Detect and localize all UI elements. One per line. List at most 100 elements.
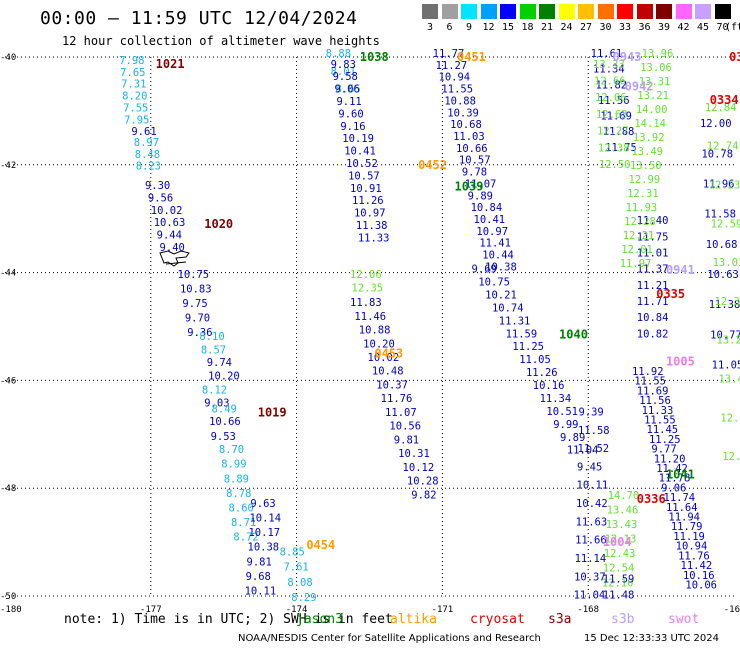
- pass-time-label: 0334: [710, 93, 739, 107]
- wave-height-value: 11.33: [358, 232, 390, 244]
- wave-height-value: 11.58: [578, 425, 610, 437]
- wave-height-value: 11.59: [506, 328, 538, 340]
- wave-height-value: 11.92: [632, 366, 664, 378]
- wave-height-value: 10.84: [471, 202, 503, 214]
- scale-swatch: [422, 4, 438, 19]
- latitude-label: -50: [0, 592, 16, 602]
- wave-height-value: 13.46: [718, 374, 740, 386]
- wave-height-value: 9.75: [182, 298, 207, 310]
- scale-swatch: [539, 4, 555, 19]
- wave-height-value: 9.74: [207, 357, 232, 369]
- wave-height-value: 7.61: [283, 562, 308, 574]
- scale-unit-label: (ft): [724, 22, 740, 33]
- scale-swatch: [714, 4, 731, 19]
- wave-height-value: 10.84: [637, 312, 669, 324]
- wave-height-value: 10.42: [576, 498, 608, 510]
- longitude-label: -174: [286, 605, 308, 615]
- wave-height-value: 10.11: [245, 585, 277, 597]
- pass-time-label: 0454: [306, 538, 335, 552]
- wave-height-value: 11.59: [603, 574, 635, 586]
- wave-height-value: 10.91: [350, 183, 382, 195]
- wave-height-value: 11.31: [499, 315, 531, 327]
- wave-height-value: 10.83: [180, 284, 212, 296]
- pass-time-label: 0941: [666, 263, 695, 277]
- wave-height-value: 9.68: [246, 571, 271, 583]
- wave-height-value: 13.92: [633, 132, 665, 144]
- wave-height-value: 12.21: [623, 230, 655, 242]
- wave-height-value: 13.46: [607, 505, 639, 517]
- wave-height-value: 11.76: [381, 393, 413, 405]
- wave-height-value: 12.13: [605, 534, 637, 546]
- wave-height-value: 10.77: [710, 329, 740, 341]
- wave-height-value: 9.99: [553, 419, 578, 431]
- wave-height-value: 10.57: [459, 155, 491, 167]
- wave-height-value: 10.17: [248, 527, 280, 539]
- scale-swatch: [480, 4, 497, 19]
- wave-height-value: 12.06: [350, 269, 382, 281]
- satellite-legend-cryosat: cryosat: [470, 612, 525, 627]
- wave-height-value: 11.55: [644, 415, 676, 427]
- wave-height-value: 11.42: [656, 463, 688, 475]
- wave-height-value: 14.14: [634, 118, 666, 130]
- wave-height-value: 11.38: [709, 299, 740, 311]
- wave-height-value: 10.37: [376, 379, 408, 391]
- wave-height-value: 11.25: [649, 434, 681, 446]
- wave-height-value: 11.21: [637, 280, 669, 292]
- wave-height-value: 11.42: [681, 560, 713, 572]
- satellite-legend-s3b: s3b: [611, 612, 635, 627]
- wave-height-value: 11.46: [354, 311, 386, 323]
- wave-height-value: 11.82: [595, 79, 627, 91]
- wave-height-value: 11.77: [433, 48, 465, 60]
- pass-time-label: 0336: [637, 492, 666, 506]
- wave-height-value: 9.81: [394, 434, 419, 446]
- wave-height-value: 11.69: [600, 111, 632, 123]
- scale-swatch: [675, 4, 692, 19]
- wave-height-value: 11.76: [678, 550, 710, 562]
- wave-height-value: 13.43: [606, 519, 638, 531]
- scale-tick-label: 6: [446, 22, 453, 33]
- scale-swatch: [636, 4, 653, 19]
- wave-height-value: 9.03: [204, 397, 229, 409]
- wave-height-value: 11.05: [712, 360, 740, 372]
- wave-height-value: 9.06: [335, 84, 360, 96]
- pass-time-label: 1020: [204, 217, 233, 231]
- wave-height-value: 12.63: [596, 109, 628, 121]
- scale-swatch: [597, 4, 614, 19]
- wave-height-value: 11.97: [620, 258, 652, 270]
- latitude-label: -46: [0, 376, 16, 386]
- pass-time-label: 1039: [455, 179, 484, 193]
- scale-tick-label: 12: [482, 22, 495, 33]
- wave-height-value: 11.26: [352, 195, 384, 207]
- wave-height-value: 11.40: [637, 215, 669, 227]
- wave-height-value: 9.06: [661, 482, 686, 494]
- wave-height-value: 12.74: [707, 141, 739, 153]
- latitude-label: -42: [0, 161, 16, 171]
- wave-height-value: 7.95: [124, 114, 149, 126]
- wave-height-value: 10.02: [368, 352, 400, 364]
- wave-height-value: 13.31: [639, 76, 671, 88]
- longitude-label: -177: [140, 605, 162, 615]
- latitude-label: -48: [0, 484, 16, 494]
- longitude-label: -171: [432, 605, 454, 615]
- longitude-label: -168: [577, 605, 599, 615]
- wave-height-value: 7.65: [120, 67, 145, 79]
- wave-height-value: 9.45: [577, 461, 602, 473]
- wave-height-value: 9.39: [578, 406, 603, 418]
- wave-height-value: 11.71: [637, 296, 669, 308]
- wave-height-value: 10.11: [577, 480, 609, 492]
- island-outline-segment: [165, 261, 187, 265]
- pass-time-label: 1005: [666, 355, 695, 369]
- wave-height-value: 9.69: [472, 264, 497, 276]
- wave-height-value: 8.97: [134, 137, 159, 149]
- wave-height-value: 9.58: [333, 71, 358, 83]
- wave-height-value: 9.77: [651, 444, 676, 456]
- wave-height-value: 10.21: [485, 289, 517, 301]
- wave-height-value: 11.20: [654, 453, 686, 465]
- scale-swatch: [558, 4, 575, 19]
- wave-height-value: 10.20: [363, 338, 395, 350]
- wave-height-value: 11.61: [591, 48, 623, 60]
- scale-swatch: [441, 4, 458, 19]
- wave-height-value: 11.33: [642, 405, 674, 417]
- wave-height-value: 13.24: [717, 335, 740, 347]
